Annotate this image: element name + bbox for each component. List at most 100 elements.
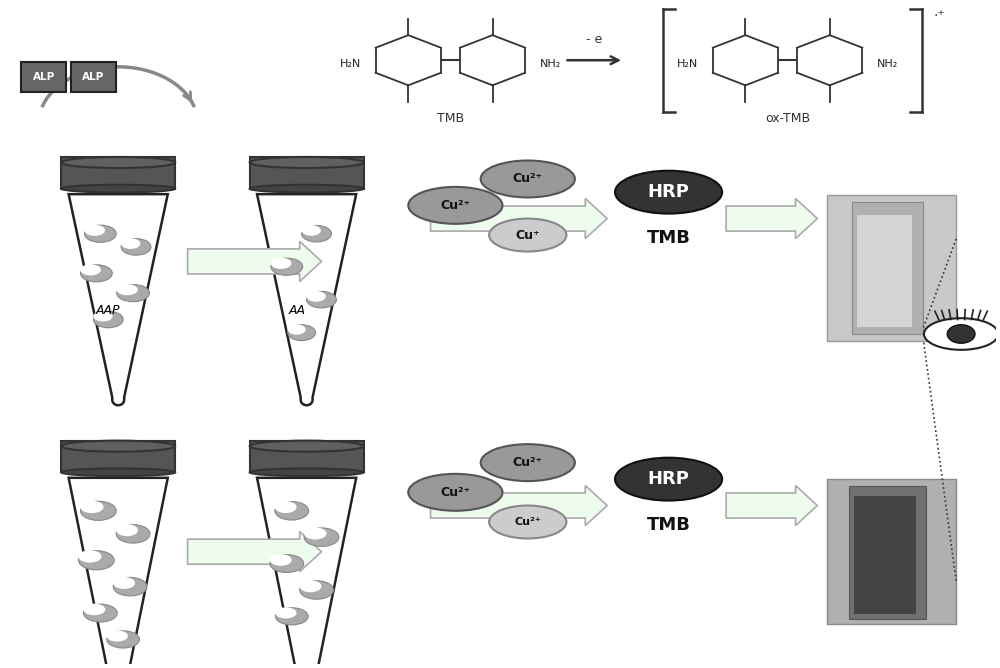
Text: HRP: HRP [648, 183, 690, 201]
Ellipse shape [408, 187, 502, 224]
FancyArrow shape [431, 198, 607, 238]
Text: ·⁺: ·⁺ [934, 9, 945, 23]
Text: H₂N: H₂N [339, 59, 361, 69]
Bar [250, 157, 364, 188]
Text: AA: AA [288, 304, 305, 317]
Text: NH₂: NH₂ [540, 59, 561, 69]
Ellipse shape [61, 157, 175, 168]
Ellipse shape [84, 604, 117, 622]
Ellipse shape [121, 238, 140, 249]
Ellipse shape [275, 607, 296, 619]
FancyArrow shape [188, 241, 322, 281]
Ellipse shape [113, 577, 147, 596]
Ellipse shape [83, 604, 105, 615]
FancyArrow shape [726, 486, 817, 526]
Ellipse shape [270, 554, 304, 572]
Bar [61, 441, 175, 472]
Text: NH₂: NH₂ [877, 59, 899, 69]
Ellipse shape [84, 225, 116, 242]
Bar [857, 215, 912, 327]
Ellipse shape [250, 157, 364, 168]
Ellipse shape [275, 502, 309, 520]
Polygon shape [69, 478, 168, 668]
Ellipse shape [489, 506, 566, 538]
Ellipse shape [107, 631, 140, 648]
Polygon shape [69, 194, 168, 405]
Ellipse shape [307, 291, 336, 308]
FancyArrow shape [188, 532, 322, 572]
Text: AAP: AAP [96, 304, 121, 317]
Text: HRP: HRP [648, 470, 690, 488]
Bar [849, 486, 926, 619]
Text: ox-TMB: ox-TMB [765, 112, 810, 125]
Ellipse shape [300, 580, 333, 599]
Ellipse shape [271, 258, 291, 269]
Ellipse shape [93, 311, 123, 328]
Ellipse shape [78, 550, 102, 562]
Ellipse shape [304, 528, 327, 540]
Ellipse shape [117, 285, 149, 302]
Ellipse shape [947, 325, 975, 343]
Text: H₂N: H₂N [677, 59, 698, 69]
Text: Cu²⁺: Cu²⁺ [514, 517, 541, 527]
Text: TMB: TMB [647, 229, 691, 247]
Ellipse shape [924, 318, 998, 350]
Bar [854, 496, 916, 615]
Ellipse shape [81, 501, 116, 520]
Ellipse shape [275, 608, 308, 625]
Bar [61, 157, 175, 188]
Ellipse shape [113, 577, 135, 589]
Ellipse shape [79, 550, 114, 570]
Ellipse shape [306, 291, 326, 302]
Bar [852, 202, 923, 334]
FancyArrow shape [726, 198, 817, 238]
Ellipse shape [80, 265, 101, 275]
Ellipse shape [615, 171, 722, 214]
Text: Cu²⁺: Cu²⁺ [440, 486, 470, 499]
Text: TMB: TMB [437, 112, 464, 125]
Ellipse shape [61, 185, 175, 192]
Text: TMB: TMB [647, 516, 691, 534]
Ellipse shape [302, 226, 331, 242]
Ellipse shape [121, 238, 151, 255]
Polygon shape [257, 194, 356, 405]
Ellipse shape [275, 501, 297, 513]
Ellipse shape [250, 468, 364, 476]
Ellipse shape [481, 444, 575, 481]
Ellipse shape [84, 224, 105, 236]
Text: - e: - e [586, 33, 602, 45]
Text: Cu²⁺: Cu²⁺ [513, 172, 543, 186]
Ellipse shape [288, 325, 306, 335]
Ellipse shape [300, 580, 321, 593]
Ellipse shape [116, 524, 150, 543]
Ellipse shape [304, 528, 339, 546]
Ellipse shape [408, 474, 502, 511]
Ellipse shape [116, 524, 138, 536]
Text: ALP: ALP [82, 71, 105, 81]
Ellipse shape [481, 160, 575, 198]
Text: Cu²⁺: Cu²⁺ [440, 199, 470, 212]
Ellipse shape [250, 185, 364, 192]
Ellipse shape [107, 631, 128, 641]
Ellipse shape [93, 311, 113, 321]
Ellipse shape [302, 225, 321, 236]
Text: Cu²⁺: Cu²⁺ [513, 456, 543, 469]
Ellipse shape [80, 501, 104, 513]
Ellipse shape [117, 284, 138, 295]
Bar [250, 441, 364, 472]
Ellipse shape [61, 441, 175, 452]
Ellipse shape [250, 441, 364, 452]
FancyArrow shape [431, 486, 607, 526]
Ellipse shape [61, 468, 175, 476]
Ellipse shape [271, 258, 303, 275]
Bar [827, 196, 956, 341]
Text: Cu⁺: Cu⁺ [515, 228, 540, 242]
Text: ALP: ALP [33, 71, 55, 81]
Bar [827, 479, 956, 625]
Ellipse shape [270, 554, 292, 566]
Ellipse shape [489, 218, 566, 252]
Polygon shape [257, 478, 356, 668]
Ellipse shape [288, 325, 316, 341]
Ellipse shape [81, 265, 112, 282]
Ellipse shape [615, 458, 722, 500]
